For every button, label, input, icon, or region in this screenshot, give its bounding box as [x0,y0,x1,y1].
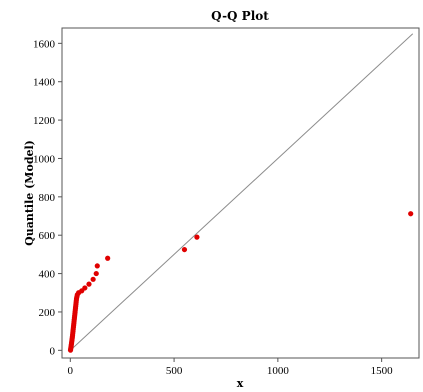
data-point [82,285,88,291]
reference-line [69,33,414,351]
plot-frame [61,27,420,359]
y-axis-label: Quantile (Model) [23,140,36,246]
data-point [194,234,200,240]
y-tick-label: 1400 [33,77,56,89]
y-tick-label: 400 [39,269,56,281]
x-tick-label: 1000 [267,365,290,377]
data-point [86,281,92,287]
chart-title: Q-Q Plot [211,9,269,23]
y-tick-label: 200 [39,307,56,319]
y-tick-label: 1600 [33,38,56,50]
data-point [105,255,111,261]
y-tick-label: 1000 [33,153,56,165]
data-point [93,270,99,277]
reference-line-layer [69,33,414,351]
y-tick-label: 800 [39,192,56,204]
data-point [90,276,96,282]
axis-ticks-layer: 0 500 1000 1500 0 200 400 600 800 1000 1200 1400 160… [33,38,393,377]
y-tick-label: 1200 [33,115,56,127]
y-tick-label: 600 [39,230,56,242]
data-point [94,263,100,269]
x-tick-label: 1500 [371,365,394,377]
x-tick-label: 0 [68,365,74,377]
x-tick-label: 500 [166,365,183,377]
data-points-layer [67,211,414,353]
data-point [181,246,188,253]
x-axis-label: x [237,377,244,390]
data-point [408,211,414,217]
y-tick-label: 0 [50,345,56,357]
